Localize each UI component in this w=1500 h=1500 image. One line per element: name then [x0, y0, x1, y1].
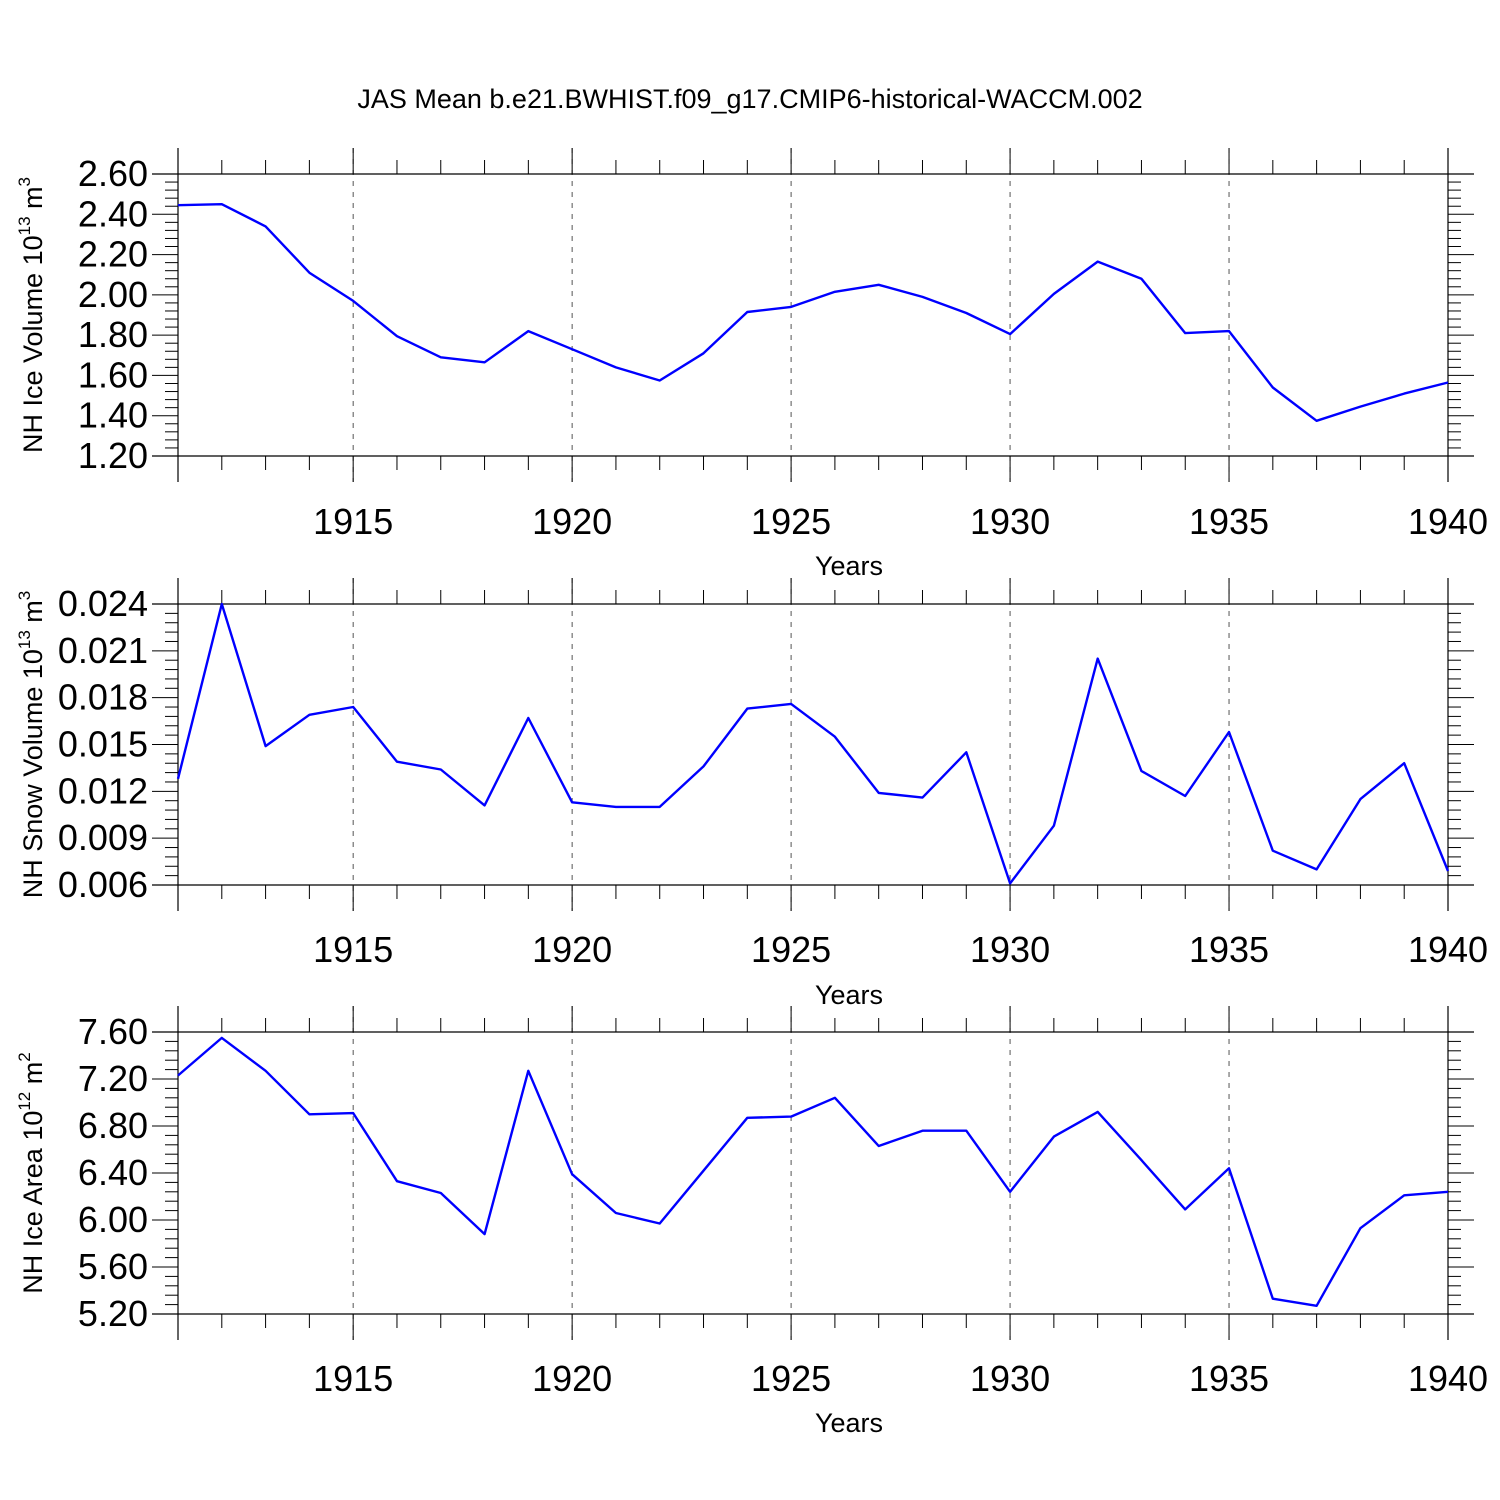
y-axis-title-unit-exponent: 3 — [15, 177, 34, 186]
x-tick-label: 1925 — [751, 501, 831, 542]
x-tick-label: 1925 — [751, 929, 831, 970]
x-tick-label: 1940 — [1408, 929, 1488, 970]
x-tick-label: 1920 — [532, 1358, 612, 1399]
y-axis-title-unit: m — [18, 186, 48, 216]
x-tick-label: 1930 — [970, 929, 1050, 970]
y-axis-title-exponent: 12 — [15, 1092, 34, 1111]
y-tick-label: 0.024 — [58, 583, 148, 624]
y-axis-title-unit-exponent: 2 — [15, 1052, 34, 1061]
y-tick-label: 2.20 — [78, 234, 148, 275]
y-axis-title-exponent: 13 — [15, 216, 34, 235]
chart-panel-3: 5.20 5.60 6.00 6.40 6.80 7.20 7.60 1915 1920 1925… — [15, 1006, 1488, 1438]
y-axis-title-unit: m — [18, 1062, 48, 1092]
y-tick-label: 6.00 — [78, 1199, 148, 1240]
y-tick-label: 1.80 — [78, 314, 148, 355]
y-axis-title-main: NH Ice Volume 10 — [18, 235, 48, 453]
x-tick-label: 1935 — [1189, 929, 1269, 970]
chart-panel-1: 1.201.401.601.802.002.202.402.60 1915 1920… — [15, 148, 1488, 581]
y-axis-title: NH Ice Volume 1013 m3 — [15, 177, 48, 453]
y-tick-label: 1.20 — [78, 435, 148, 476]
y-axis-title-main: NH Ice Area 10 — [18, 1111, 48, 1294]
y-tick-label: 0.009 — [58, 817, 148, 858]
series-line — [176, 602, 1450, 885]
x-tick-label: 1915 — [313, 929, 393, 970]
chart-panel-2: 0.006 0.009 0.012 0.015 0.018 0.021 0.024 1915 1… — [15, 578, 1488, 1010]
x-tick-label: 1925 — [751, 1358, 831, 1399]
y-axis-title-main: NH Snow Volume 10 — [18, 649, 48, 898]
x-tick-label: 1940 — [1408, 1358, 1488, 1399]
page-title: JAS Mean b.e21.BWHIST.f09_g17.CMIP6-hist… — [357, 84, 1143, 114]
series-line — [177, 1036, 1449, 1308]
x-tick-label: 1935 — [1189, 1358, 1269, 1399]
x-tick-label: 1930 — [970, 501, 1050, 542]
x-axis-title: Years — [815, 551, 883, 581]
x-tick-label: 1915 — [313, 501, 393, 542]
x-tick-label: 1920 — [532, 501, 612, 542]
y-tick-label: 1.60 — [78, 354, 148, 395]
y-tick-label: 5.20 — [78, 1293, 148, 1334]
y-tick-label: 1.40 — [78, 395, 148, 436]
y-tick-label: 0.006 — [58, 864, 148, 905]
y-tick-label: 0.021 — [58, 630, 148, 671]
y-tick-label: 0.015 — [58, 724, 148, 765]
x-tick-label: 1930 — [970, 1358, 1050, 1399]
y-tick-label: 2.00 — [78, 274, 148, 315]
x-tick-label: 1920 — [532, 929, 612, 970]
y-tick-label: 7.20 — [78, 1058, 148, 1099]
y-axis-title: NH Ice Area 1012 m2 — [15, 1052, 48, 1293]
y-axis-title-unit: m — [18, 600, 48, 630]
y-tick-label: 6.40 — [78, 1152, 148, 1193]
x-tick-label: 1915 — [313, 1358, 393, 1399]
x-tick-label: 1935 — [1189, 501, 1269, 542]
y-tick-label: 6.80 — [78, 1105, 148, 1146]
y-axis-title-exponent: 13 — [15, 630, 34, 649]
x-axis-title: Years — [815, 980, 883, 1010]
y-axis-title-unit-exponent: 3 — [15, 591, 34, 600]
y-tick-label: 5.60 — [78, 1246, 148, 1287]
x-tick-label: 1940 — [1408, 501, 1488, 542]
x-axis-title: Years — [815, 1408, 883, 1438]
y-tick-label: 7.60 — [78, 1011, 148, 1052]
y-tick-label: 2.40 — [78, 193, 148, 234]
y-axis-title: NH Snow Volume 1013 m3 — [15, 591, 48, 899]
series-line — [177, 202, 1449, 422]
y-tick-label: 2.60 — [78, 153, 148, 194]
y-tick-label: 0.018 — [58, 677, 148, 718]
y-tick-label: 0.012 — [58, 770, 148, 811]
